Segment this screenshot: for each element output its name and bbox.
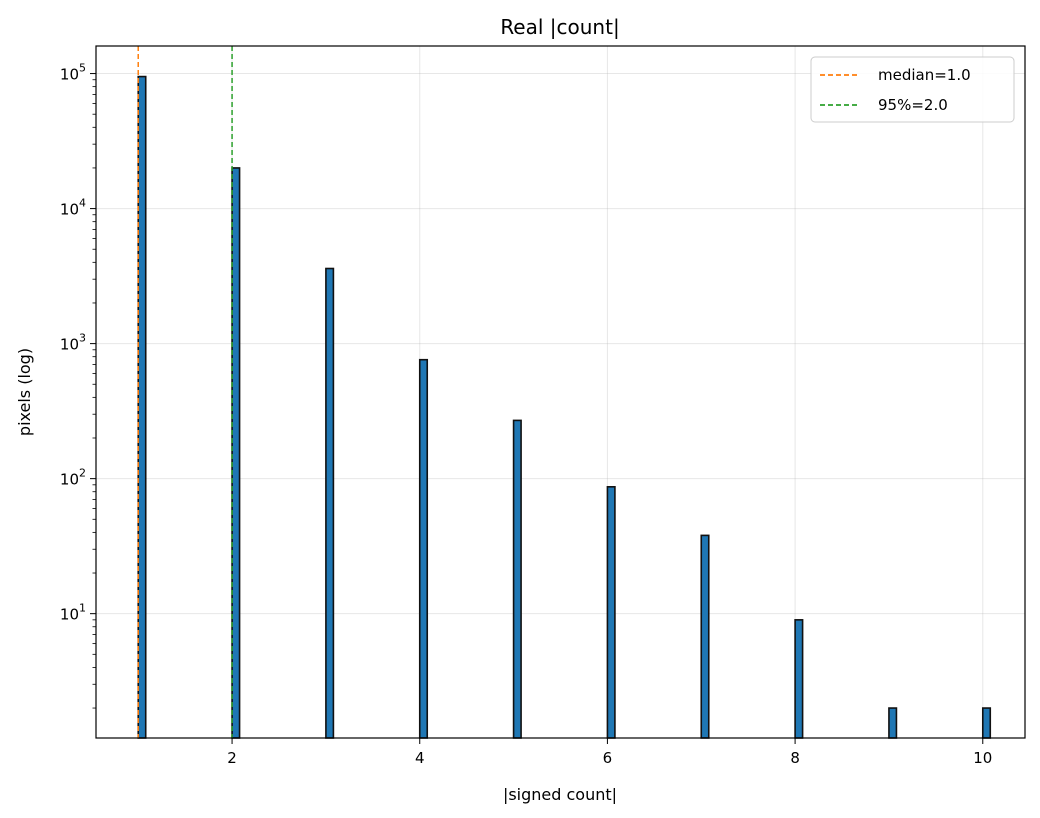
x-tick-label: 4 <box>415 749 425 767</box>
legend-95pct-label: 95%=2.0 <box>878 96 948 114</box>
y-tick-label: 104 <box>60 197 86 219</box>
y-axis-ticks: 101 102 103 104 105 <box>60 62 96 709</box>
histogram-bar <box>231 167 241 739</box>
x-tick-label: 2 <box>227 749 237 767</box>
x-tick-label: 6 <box>603 749 613 767</box>
y-tick-label: 102 <box>60 467 86 489</box>
histogram-bar <box>700 534 710 739</box>
histogram-bar <box>512 419 522 739</box>
histogram-bar <box>418 358 429 739</box>
x-axis-label: |signed count| <box>503 785 617 804</box>
histogram-bar <box>794 619 804 739</box>
legend-median-label: median=1.0 <box>878 66 971 84</box>
y-tick-label: 101 <box>60 602 86 624</box>
x-axis-ticks: 2 4 6 8 10 <box>227 738 992 767</box>
histogram-bar <box>137 75 147 739</box>
legend-box <box>810 56 1015 123</box>
y-axis-label: pixels (log) <box>15 348 34 436</box>
y-tick-label: 105 <box>60 62 86 84</box>
x-tick-label: 10 <box>973 749 992 767</box>
x-tick-label: 8 <box>790 749 800 767</box>
chart-title: Real |count| <box>500 15 619 39</box>
bars <box>137 75 992 739</box>
plot-frame <box>95 45 1026 739</box>
y-tick-label: 103 <box>60 332 86 354</box>
legend: median=1.0 95%=2.0 <box>810 56 1015 123</box>
histogram-bar <box>606 486 616 739</box>
reference-lines <box>137 46 233 738</box>
histogram-bar <box>888 707 898 739</box>
histogram-bar <box>325 267 335 739</box>
histogram-bar <box>981 707 992 739</box>
